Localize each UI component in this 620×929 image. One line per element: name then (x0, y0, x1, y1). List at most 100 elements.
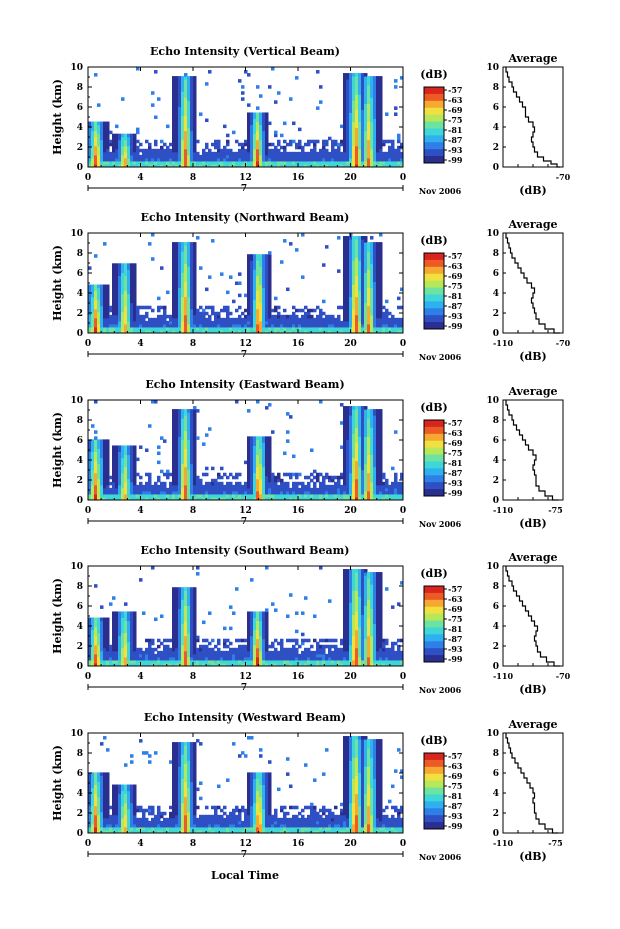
heatmap-cell (130, 493, 134, 498)
heatmap-cell (358, 76, 362, 80)
heatmap-cell (148, 142, 152, 147)
heatmap-cell (172, 496, 176, 501)
heatmap-cell (175, 157, 179, 162)
heatmap-cell (247, 460, 251, 465)
heatmap-cell (88, 127, 92, 132)
heatmap-cell (178, 290, 182, 295)
heatmap-cell (241, 484, 245, 489)
heatmap-cell (364, 311, 368, 316)
heatmap-cell (268, 299, 272, 304)
heatmap-cell (364, 406, 368, 410)
heatmap-cell (247, 103, 251, 107)
heatmap-cell (328, 154, 332, 159)
heatmap-cell (370, 487, 374, 492)
heatmap-cell (373, 490, 377, 495)
heatmap-cell (358, 257, 362, 261)
heatmap-cell (181, 487, 185, 492)
heatmap-cell (190, 293, 194, 298)
heatmap-cell (388, 154, 392, 159)
heatmap-cell (190, 88, 194, 92)
heatmap-cell (193, 106, 197, 110)
heatmap-cell (316, 305, 320, 310)
heatmap-cell (364, 427, 368, 431)
heatmap-cell (199, 484, 203, 489)
heatmap-cell (373, 451, 377, 456)
heatmap-cell (121, 308, 125, 313)
heatmap-cell (178, 424, 182, 428)
heatmap-cell (109, 308, 113, 313)
heatmap-cell (364, 314, 368, 319)
colorbar-tick-label: -63 (448, 428, 463, 438)
heatmap-cell (346, 236, 350, 240)
heatmap-cell (172, 296, 176, 301)
heatmap-cell (349, 133, 353, 138)
heatmap-cell (367, 266, 371, 270)
heatmap-cell (265, 490, 269, 495)
heatmap-cell (343, 136, 347, 141)
heatmap-cell (265, 127, 269, 132)
heatmap-cell (373, 412, 377, 416)
heatmap-cell (364, 439, 368, 443)
heatmap-cell (346, 317, 350, 322)
heatmap-cell (166, 145, 170, 150)
heatmap-cell (145, 448, 149, 453)
heatmap-cell (376, 287, 380, 292)
heatmap-cell (256, 112, 260, 116)
y-tick-label: 2 (77, 476, 83, 486)
heatmap-cell (250, 463, 254, 468)
heatmap-cell (193, 311, 197, 316)
colorbar-band (424, 308, 444, 313)
heatmap-cell (313, 151, 317, 156)
date-label: Nov 2006 (419, 352, 462, 362)
colorbar-band (424, 322, 444, 326)
heatmap-cell (328, 151, 332, 156)
heatmap-cell (247, 290, 251, 295)
heatmap-cell (289, 154, 293, 159)
heatmap-cell (226, 323, 230, 328)
heatmap-cell (256, 496, 260, 501)
heatmap-cell (175, 284, 179, 289)
heatmap-cell (151, 329, 155, 334)
heatmap-cell (349, 118, 353, 123)
heatmap-cell (379, 130, 383, 135)
heatmap-cell (292, 484, 296, 489)
heatmap-cell (250, 136, 254, 141)
heatmap-cell (163, 314, 167, 319)
heatmap-cell (235, 281, 239, 286)
heatmap-cell (376, 278, 380, 282)
heatmap-cell (121, 296, 125, 301)
heatmap-cell (289, 472, 293, 477)
x-axis-label: Local Time (211, 869, 279, 882)
heatmap-cell (130, 263, 134, 267)
heatmap-cell (250, 439, 254, 443)
heatmap-cell (343, 97, 347, 101)
heatmap-cell (175, 100, 179, 104)
heatmap-cell (166, 151, 170, 156)
heatmap-cell (220, 154, 224, 159)
heatmap-cell (352, 88, 356, 92)
heatmap-cell (178, 469, 182, 474)
heatmap-cell (367, 133, 371, 138)
average-title: Average (507, 218, 557, 231)
heatmap-cell (208, 157, 212, 162)
heatmap-cell (292, 472, 296, 477)
heatmap-cell (169, 320, 173, 325)
heatmap-cell (349, 472, 353, 477)
colorbar-tick-label: -69 (448, 271, 463, 281)
heatmap-cell (250, 260, 254, 264)
heatmap-cell (151, 323, 155, 328)
heatmap-cell (103, 305, 107, 310)
heatmap-cell (97, 305, 101, 310)
heatmap-cell (112, 460, 116, 465)
heatmap-cell (103, 311, 107, 316)
heatmap-cell (382, 320, 386, 325)
heatmap-cell (172, 475, 176, 480)
heatmap-cell (400, 472, 404, 477)
heatmap-cell (289, 163, 293, 168)
heatmap-cell (379, 409, 383, 413)
heatmap-cell (175, 103, 179, 107)
heatmap-cell (265, 278, 269, 282)
heatmap-cell (376, 160, 380, 165)
heatmap-cell (376, 436, 380, 440)
heatmap-cell (100, 124, 104, 129)
